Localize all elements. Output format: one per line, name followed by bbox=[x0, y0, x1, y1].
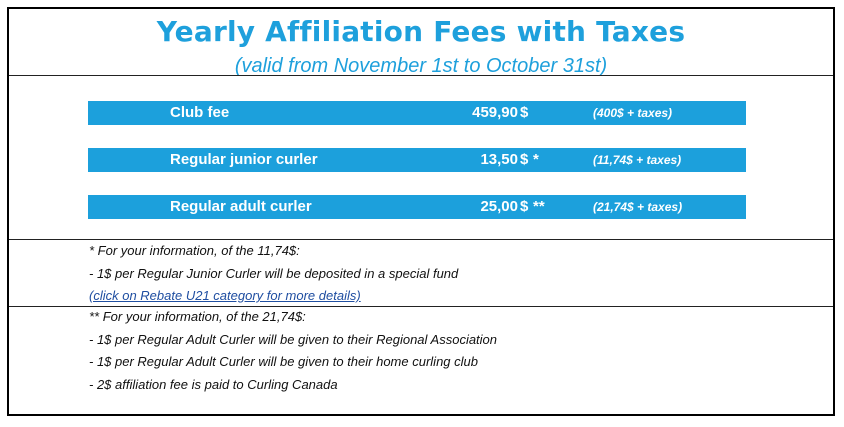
fee-name: Regular junior curler bbox=[170, 151, 318, 168]
divider-notes bbox=[9, 306, 833, 307]
fee-row-adult: Regular adult curler 25,00 $ ** (21,74$ … bbox=[88, 195, 746, 219]
fee-amount: 13,50 bbox=[480, 151, 518, 168]
fee-detail: (21,74$ + taxes) bbox=[593, 200, 683, 214]
adult-note-line: - 1$ per Regular Adult Curler will be gi… bbox=[89, 331, 498, 347]
divider-fees bbox=[9, 239, 833, 240]
junior-note: * For your information, of the 11,74$: -… bbox=[89, 240, 458, 308]
adult-note-heading: ** For your information, of the 21,74$: bbox=[89, 309, 306, 324]
fee-name: Club fee bbox=[170, 104, 230, 121]
divider-header bbox=[9, 75, 833, 76]
rebate-u21-link[interactable]: (click on Rebate U21 category for more d… bbox=[89, 288, 361, 303]
fee-amount: 25,00 bbox=[480, 198, 518, 215]
page-title: Yearly Affiliation Fees with Taxes bbox=[156, 15, 686, 48]
adult-note-line: - 1$ per Regular Adult Curler will be gi… bbox=[89, 354, 478, 369]
junior-note-line: - 1$ per Regular Junior Curler will be d… bbox=[89, 265, 459, 281]
fee-row-junior: Regular junior curler 13,50 $ * (11,74$ … bbox=[88, 148, 746, 172]
junior-note-heading: * For your information, of the 11,74$: bbox=[89, 243, 300, 258]
fee-detail: (11,74$ + taxes) bbox=[593, 153, 682, 167]
fee-row-club: Club fee 459,90 $ (400$ + taxes) bbox=[88, 101, 746, 125]
fee-currency: $ bbox=[520, 104, 529, 121]
adult-note: ** For your information, of the 21,74$: … bbox=[89, 306, 497, 396]
fee-currency: $ bbox=[520, 151, 529, 168]
fee-footnote-mark: ** bbox=[533, 198, 545, 215]
fee-amount: 459,90 bbox=[472, 104, 518, 121]
fee-name: Regular adult curler bbox=[170, 198, 312, 215]
adult-note-line: - 2$ affiliation fee is paid to Curling … bbox=[89, 376, 338, 392]
fee-currency: $ bbox=[520, 198, 529, 215]
page-subtitle: (valid from November 1st to October 31st… bbox=[234, 55, 608, 77]
fees-panel: Yearly Affiliation Fees with Taxes (vali… bbox=[7, 7, 835, 416]
fee-detail: (400$ + taxes) bbox=[593, 106, 673, 120]
fee-footnote-mark: * bbox=[533, 151, 539, 168]
